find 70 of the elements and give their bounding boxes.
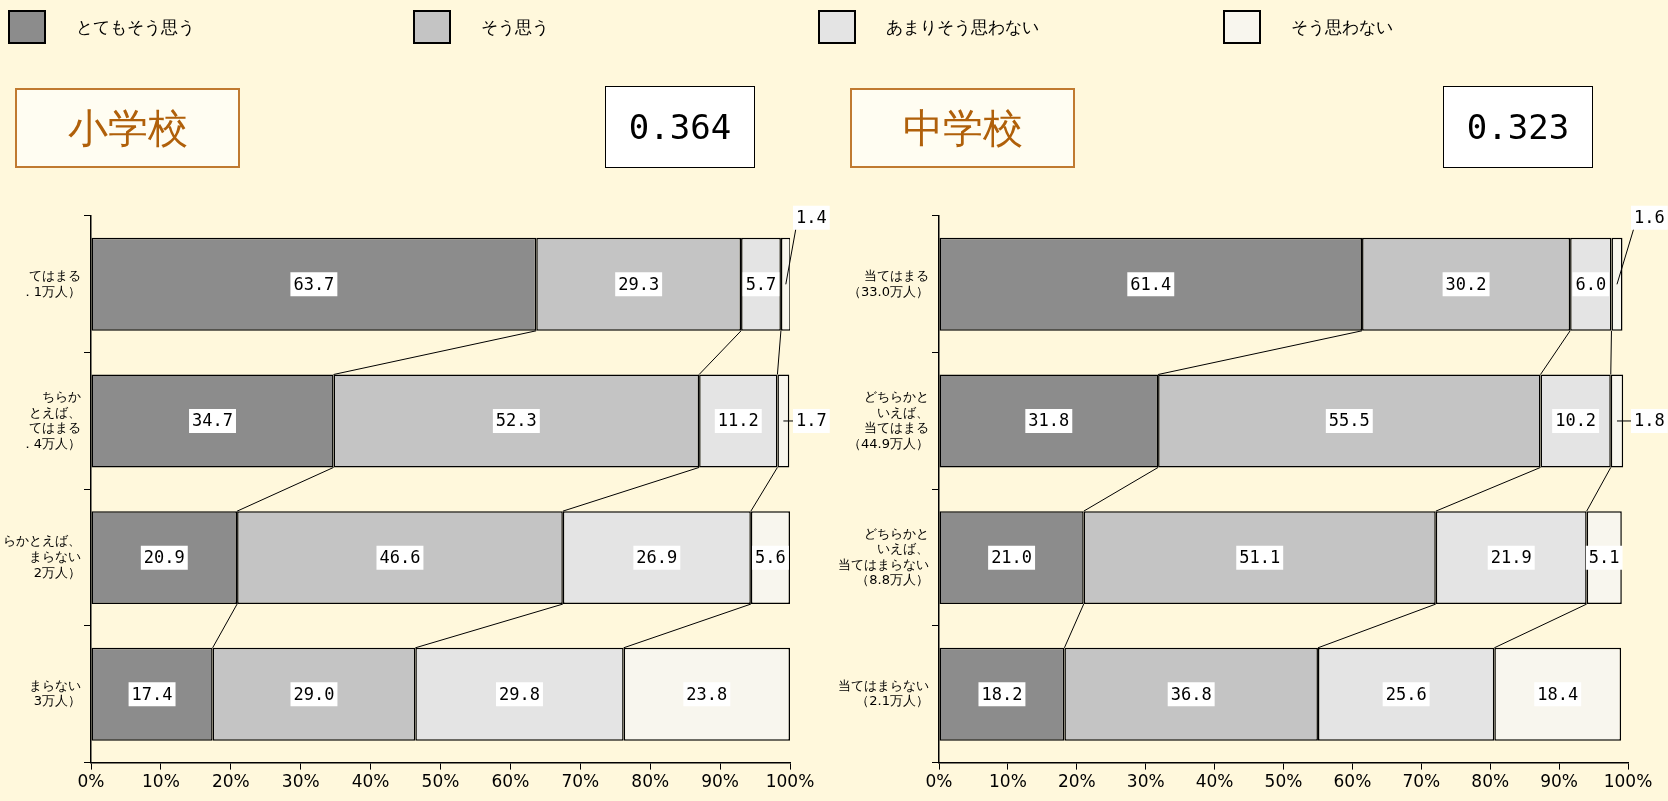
- data-label: 46.6: [379, 547, 421, 568]
- x-tick-label: 60%: [1333, 771, 1372, 792]
- data-label: 26.9: [636, 547, 678, 568]
- data-label: 55.5: [1328, 410, 1370, 431]
- x-tick-label: 80%: [1471, 771, 1510, 792]
- data-label: 1.4: [795, 207, 827, 228]
- data-label: 25.6: [1385, 683, 1427, 704]
- x-tick-label: 10%: [142, 771, 180, 792]
- data-label: 1.7: [795, 410, 827, 431]
- text: 0.323: [1443, 86, 1593, 168]
- data-label: 1.8: [1633, 410, 1665, 431]
- data-label: 36.8: [1170, 683, 1212, 704]
- data-label: 21.9: [1490, 547, 1532, 568]
- x-tick-label: 70%: [1402, 771, 1441, 792]
- data-label: 10.2: [1555, 410, 1597, 431]
- data-label: 52.3: [495, 410, 537, 431]
- text: 0.364: [605, 86, 755, 168]
- x-tick-label: 70%: [561, 771, 600, 792]
- data-label: 18.4: [1537, 683, 1579, 704]
- x-tick-label: 30%: [1126, 771, 1165, 792]
- x-tick-label: 60%: [491, 771, 530, 792]
- data-label: 29.0: [293, 683, 335, 704]
- y-tick-label: らかとえば、まらない2万人）: [3, 533, 81, 580]
- data-label: 51.1: [1239, 547, 1281, 568]
- data-label: 5.1: [1588, 547, 1620, 568]
- data-label: 6.0: [1575, 273, 1607, 294]
- data-label: 1.6: [1633, 207, 1665, 228]
- x-tick-label: 30%: [281, 771, 320, 792]
- legend-label: とてもそう思う: [76, 15, 195, 39]
- data-label: 34.7: [192, 410, 233, 431]
- data-label: 29.3: [618, 273, 660, 294]
- data-label: 11.2: [717, 410, 759, 431]
- chart-title: 中学校: [850, 88, 1075, 168]
- data-label: 18.2: [981, 683, 1023, 704]
- legend-label: そう思う: [481, 15, 549, 39]
- y-tick-label: まらない3万人）: [29, 677, 81, 709]
- legend-label: そう思わない: [1291, 15, 1393, 39]
- y-tick-label: どちらかといえば、当てはまる（44.9万人）: [848, 388, 929, 451]
- x-tick-label: 20%: [211, 771, 250, 792]
- x-tick-label: 0%: [925, 771, 953, 792]
- x-tick-label: 40%: [351, 771, 390, 792]
- y-tick-label: 当てはまらない（2.1万人）: [838, 677, 929, 709]
- x-tick-label: 0%: [77, 771, 105, 792]
- x-tick-label: 90%: [1540, 771, 1578, 792]
- data-label: 30.2: [1445, 273, 1487, 294]
- data-label: 61.4: [1130, 273, 1172, 294]
- x-tick-label: 100%: [1603, 771, 1653, 792]
- chart-title: 小学校: [15, 88, 240, 168]
- data-label: 31.8: [1028, 410, 1070, 431]
- y-tick-label: どちらかといえば、当てはまらない（8.8万人）: [838, 525, 929, 588]
- x-tick-label: 40%: [1195, 771, 1234, 792]
- x-tick-label: 50%: [1264, 771, 1303, 792]
- data-label: 23.8: [686, 683, 728, 704]
- y-tick-label: 当てはまる（33.0万人）: [848, 267, 929, 299]
- x-tick-label: 20%: [1057, 771, 1096, 792]
- data-label: 21.0: [991, 547, 1033, 568]
- x-tick-label: 90%: [701, 771, 739, 792]
- data-label: 63.7: [293, 273, 335, 294]
- x-tick-label: 100%: [765, 771, 815, 792]
- data-label: 5.7: [745, 273, 777, 294]
- legend-label: あまりそう思わない: [886, 15, 1039, 39]
- y-tick-label: ちらかとえば、てはまる．4万人）: [20, 388, 81, 451]
- x-tick-label: 10%: [989, 771, 1027, 792]
- x-tick-label: 50%: [421, 771, 460, 792]
- data-label: 5.6: [755, 547, 786, 568]
- x-tick-label: 80%: [631, 771, 670, 792]
- data-label: 17.4: [131, 683, 173, 704]
- y-tick-label: てはまる．1万人）: [20, 267, 81, 299]
- data-label: 20.9: [143, 547, 185, 568]
- data-label: 29.8: [499, 683, 540, 704]
